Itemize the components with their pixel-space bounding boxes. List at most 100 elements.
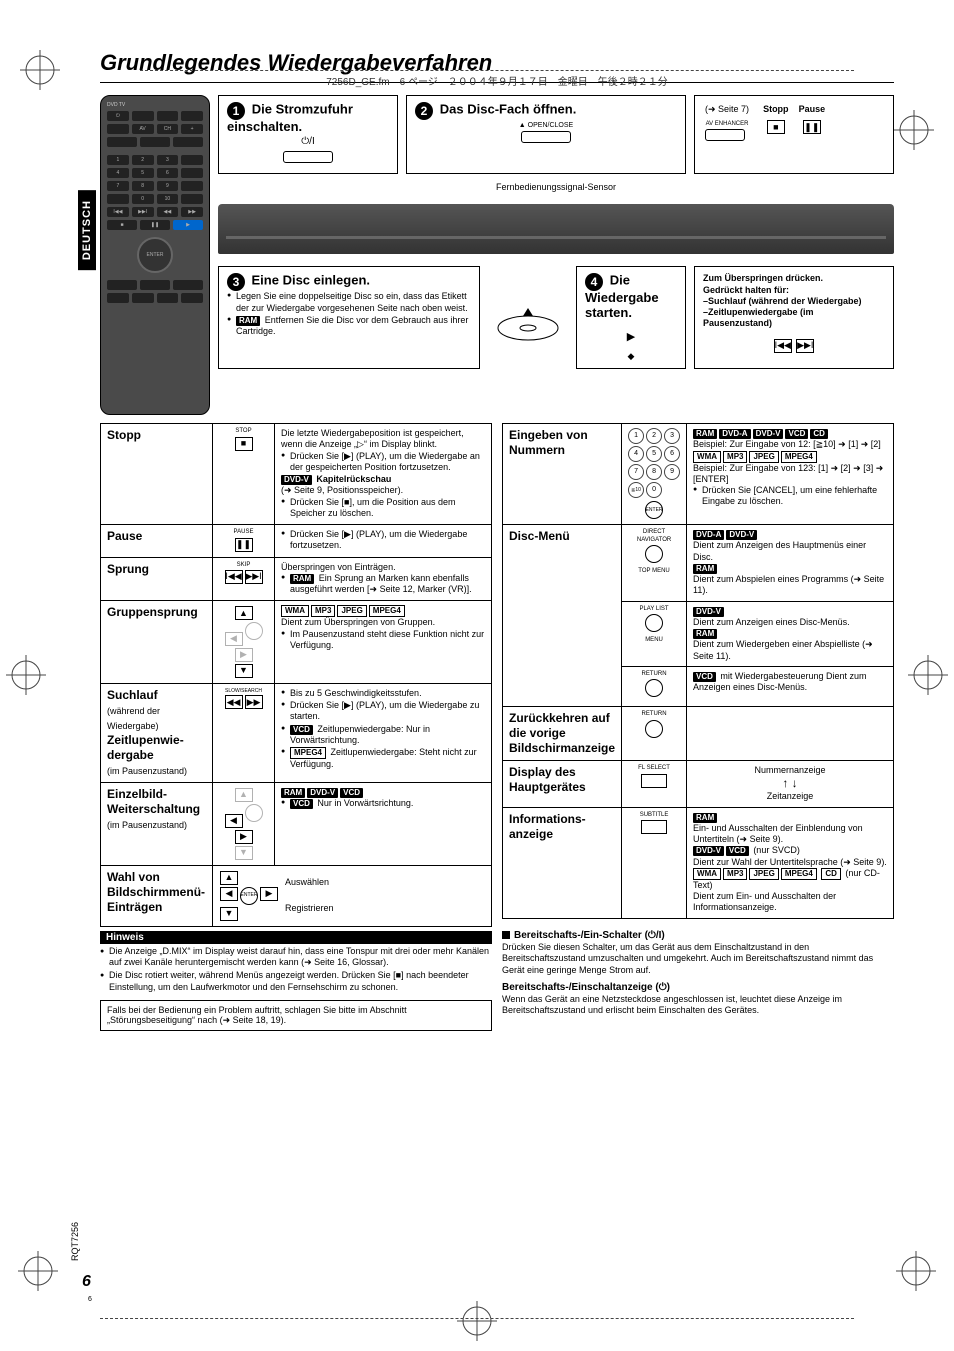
row-gruppensprung-label: Gruppensprung [101, 601, 213, 684]
stop-label: Stopp [763, 104, 789, 114]
row-menuwahl-desc: ▲ ◀ENTER▶ ▼ Auswählen Registrieren [213, 865, 492, 926]
open-button-shape [521, 131, 571, 143]
remote-control-illustration: DVD TV ⏻ AVCH+ 123 456 789 010 I◀◀▶▶I◀◀▶… [100, 95, 210, 415]
row-return2-desc [687, 707, 894, 761]
row-subtitle-desc: RAM Ein- und Ausschalten der Einblendung… [687, 807, 894, 918]
row-gruppensprung-desc: WMAMP3JPEGMPEG4 Dient zum Überspringen v… [275, 601, 492, 684]
row-stop-desc: Die letzte Wiedergabeposition ist gespei… [275, 424, 492, 525]
pause-icon: ❚❚ [803, 120, 821, 134]
language-tab: DEUTSCH [78, 190, 96, 270]
dvd-player-illustration [218, 204, 894, 254]
row-display-icon: FL SELECT [622, 761, 687, 808]
power-icon: ⏻/I [227, 136, 389, 147]
row-display-label: Display des Hauptgerätes [503, 761, 622, 808]
crop-mark-icon [457, 1301, 497, 1341]
row-subtitle-label: Informations­anzeige [503, 807, 622, 918]
row-stop-label: Stopp [101, 424, 213, 525]
row-pause-icon: PAUSE ❚❚ [213, 525, 275, 558]
row-suchlauf-icon: SLOW/SEARCH ◀◀▶▶ [213, 683, 275, 782]
mid-line3: –Suchlauf (während der Wiedergabe) [703, 296, 885, 307]
crop-mark-icon [6, 655, 46, 695]
mid-line2: Gedrückt halten für: [703, 285, 885, 296]
row-topmenu-icon: DIRECT NAVIGATOR TOP MENU [622, 525, 687, 602]
pause-label: Pause [799, 104, 826, 114]
skip-fwd-icon: ▶▶I [796, 339, 814, 353]
row-stop-icon: STOP ■ [213, 424, 275, 525]
av-enhancer-label: AV ENHANCER [705, 121, 749, 127]
crop-mark-icon [20, 50, 60, 90]
row-discmenu-label: Disc-Menü [503, 525, 622, 707]
row-return1-desc: VCD mit Wiedergabesteuerung Dient zum An… [687, 666, 894, 706]
row-playlist-icon: PLAY LIST MENU [622, 601, 687, 666]
standby-notes: Bereitschafts-/Ein-Schalter (⏻/I) Drücke… [502, 925, 894, 1017]
row-sprung-label: Sprung [101, 557, 213, 601]
av-button-shape [705, 129, 745, 141]
step1-title-l2: einschalten. [227, 119, 302, 134]
mid-line4: –Zeitlupenwiedergabe (im Pausenzustand) [703, 307, 885, 330]
step3-title: Eine Disc einlegen. [252, 273, 371, 288]
step4-title-l2: starten. [585, 305, 632, 320]
top-controls-box: (➜ Seite 7) AV ENHANCER Stopp ■ Pause ❚❚ [694, 95, 894, 174]
open-close-label: ▲ OPEN/CLOSE [415, 122, 677, 129]
print-bottom-line [100, 1318, 854, 1319]
hinweis-tag: Hinweis [100, 931, 492, 944]
step-4-box: 4 Die Wiedergabe starten. ▶ ◆ [576, 266, 686, 369]
step3-note-1: Legen Sie eine doppelseitige Disc so ein… [227, 291, 471, 314]
print-meta-line: 7256D_GE.fm 6 ページ ２００４年９月１７日 金曜日 午後２時２１分 [140, 70, 854, 88]
row-nummern-icon: 123 456 789 ≧100 ENTER [622, 424, 687, 525]
step-1-box: 1 Die Stromzufuhr einschalten. ⏻/I [218, 95, 398, 174]
functions-table-right: Eingeben von Nummern 123 456 789 ≧100 EN… [502, 423, 894, 919]
crop-mark-icon [18, 1251, 58, 1291]
step2-title: Das Disc-Fach öffnen. [440, 102, 577, 117]
mid-controls-box: Zum Überspringen drücken. Gedrückt halte… [694, 266, 894, 369]
row-sprung-desc: Überspringen von Einträgen. RAM Ein Spru… [275, 557, 492, 601]
power-icon: ⏻ [107, 111, 129, 121]
step-number-1: 1 [227, 102, 245, 120]
row-suchlauf-label: Suchlauf(während der Wiedergabe) Zeitlup… [101, 683, 213, 782]
stop-icon: ■ [767, 120, 785, 134]
enter-pad-icon: ENTER [137, 237, 173, 273]
step-number-2: 2 [415, 102, 433, 120]
troubleshoot-box: Falls bei der Bedienung ein Problem auft… [100, 1000, 492, 1031]
row-subtitle-icon: SUBTITLE [622, 807, 687, 918]
step-number-3: 3 [227, 273, 245, 291]
sensor-label: Fernbedienungssignal-Sensor [218, 182, 894, 192]
step3-note-2: RAM Entfernen Sie die Disc vor dem Gebra… [227, 315, 471, 338]
functions-table-left: Stopp STOP ■ Die letzte Wiedergabepositi… [100, 423, 492, 927]
square-bullet-icon [502, 931, 510, 939]
crop-mark-icon [896, 1251, 936, 1291]
row-pause-label: Pause [101, 525, 213, 558]
row-nummern-label: Eingeben von Nummern [503, 424, 622, 525]
row-einzelbild-label: Einzelbild-Weiterschaltung(im Pausenzust… [101, 782, 213, 865]
crop-mark-icon [908, 655, 948, 695]
row-nummern-desc: RAMDVD-ADVD-VVCDCD Beispiel: Zur Eingabe… [687, 424, 894, 525]
row-topmenu-desc: DVD-ADVD-V Dient zum Anzeigen des Hauptm… [687, 525, 894, 602]
row-sprung-icon: SKIP I◀◀▶▶I [213, 557, 275, 601]
crop-mark-icon [894, 110, 934, 150]
step1-title-l1: Die Stromzufuhr [252, 102, 353, 117]
step-3-box: 3 Eine Disc einlegen. Legen Sie eine dop… [218, 266, 480, 369]
row-playlist-desc: DVD-V Dient zum Anzeigen eines Disc-Menü… [687, 601, 894, 666]
play-icon: ▶ [585, 330, 677, 343]
disc-illustration [488, 266, 568, 369]
row-return2-icon: RETURN [622, 707, 687, 761]
diamond-icon: ◆ [585, 351, 677, 362]
skip-back-icon: I◀◀ [774, 339, 792, 353]
row-gruppensprung-icon: ▲ ◀▶ ▼ [213, 601, 275, 684]
step-2-box: 2 Das Disc-Fach öffnen. ▲ OPEN/CLOSE [406, 95, 686, 174]
row-pause-desc: Drücken Sie [▶] (PLAY), um die Wiedergab… [275, 525, 492, 558]
row-return1-icon: RETURN [622, 666, 687, 706]
row-einzelbild-icon: ▲ ◀▶ ▼ [213, 782, 275, 865]
row-display-desc: Nummernanzeige ↑ ↓ Zeitanzeige [687, 761, 894, 808]
see-page-ref: (➜ Seite 7) [705, 104, 749, 115]
step-number-4: 4 [585, 273, 603, 291]
row-menuwahl-label: Wahl von Bildschirm­menü-Einträgen [101, 865, 213, 926]
page-number-small: 6 [88, 1296, 92, 1303]
page-number: 6 [82, 1273, 91, 1291]
row-return2-label: Zurückkehren auf die vorige Bildschirman… [503, 707, 622, 761]
row-suchlauf-desc: Bis zu 5 Geschwindigkeitsstufen. Drücken… [275, 683, 492, 782]
hinweis-notes: Die Anzeige „D.MIX“ im Display weist dar… [100, 946, 492, 995]
mid-line1: Zum Überspringen drücken. [703, 273, 885, 284]
row-einzelbild-desc: RAMDVD-VVCD VCD Nur in Vorwärtsrichtung. [275, 782, 492, 865]
model-number: RQT7256 [70, 1222, 80, 1261]
